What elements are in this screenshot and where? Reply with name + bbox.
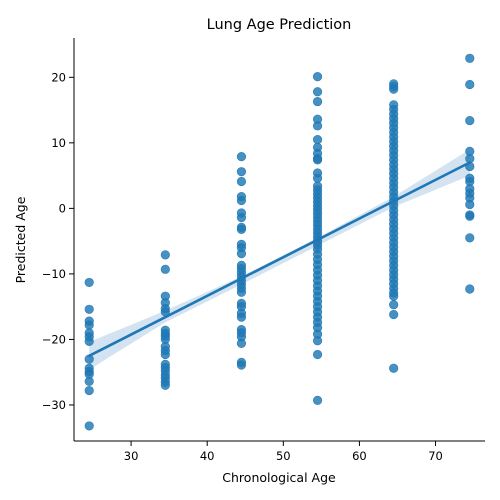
data-point [85, 305, 94, 314]
data-point [161, 381, 170, 390]
x-tick-label: 30 [124, 449, 139, 463]
data-point [161, 265, 170, 274]
data-point [85, 422, 94, 431]
data-point [313, 350, 322, 359]
data-point [313, 135, 322, 144]
y-tick-label: −20 [42, 332, 66, 346]
data-point [85, 337, 94, 346]
data-point [465, 200, 474, 209]
data-point [465, 80, 474, 89]
y-tick-label: 10 [51, 136, 66, 150]
data-point [313, 122, 322, 131]
data-point [313, 72, 322, 81]
data-point [313, 336, 322, 345]
data-point [313, 97, 322, 106]
data-point [465, 234, 474, 243]
data-point [465, 54, 474, 63]
x-tick-label: 70 [428, 449, 443, 463]
data-point [85, 386, 94, 395]
data-points-layer [85, 54, 474, 430]
y-ticks: −30 −20 −10 0 10 20 [42, 70, 74, 412]
chart-title: Lung Age Prediction [207, 17, 352, 33]
data-point [237, 152, 246, 161]
data-point [237, 213, 246, 222]
data-point [313, 396, 322, 405]
data-point [237, 249, 246, 258]
data-point [313, 174, 322, 183]
data-point [237, 339, 246, 348]
data-point [389, 85, 398, 94]
data-point [465, 116, 474, 125]
x-tick-label: 50 [276, 449, 291, 463]
data-point [465, 212, 474, 221]
x-tick-label: 40 [200, 449, 215, 463]
data-point [389, 310, 398, 319]
x-axis-label: Chronological Age [222, 470, 336, 485]
y-tick-label: −30 [42, 398, 66, 412]
data-point [237, 225, 246, 234]
y-tick-label: 0 [59, 201, 66, 215]
x-tick-label: 60 [352, 449, 367, 463]
data-point [237, 196, 246, 205]
data-point [85, 377, 94, 386]
data-point [313, 156, 322, 165]
y-tick-label: 20 [51, 70, 66, 84]
data-point [85, 278, 94, 287]
data-point [389, 292, 398, 301]
y-tick-label: −10 [42, 267, 66, 281]
data-point [237, 167, 246, 176]
data-point [237, 313, 246, 322]
data-point [389, 300, 398, 309]
data-point [161, 251, 170, 260]
x-ticks: 30 40 50 60 70 [124, 441, 443, 463]
data-point [389, 364, 398, 373]
data-point [465, 285, 474, 294]
y-axis-label: Predicted Age [13, 196, 28, 283]
data-point [161, 350, 170, 359]
data-point [313, 87, 322, 96]
data-point [237, 288, 246, 297]
data-point [237, 177, 246, 186]
data-point [237, 361, 246, 370]
data-point [85, 321, 94, 330]
regression-line [89, 163, 470, 356]
regression-line-layer [89, 163, 470, 356]
